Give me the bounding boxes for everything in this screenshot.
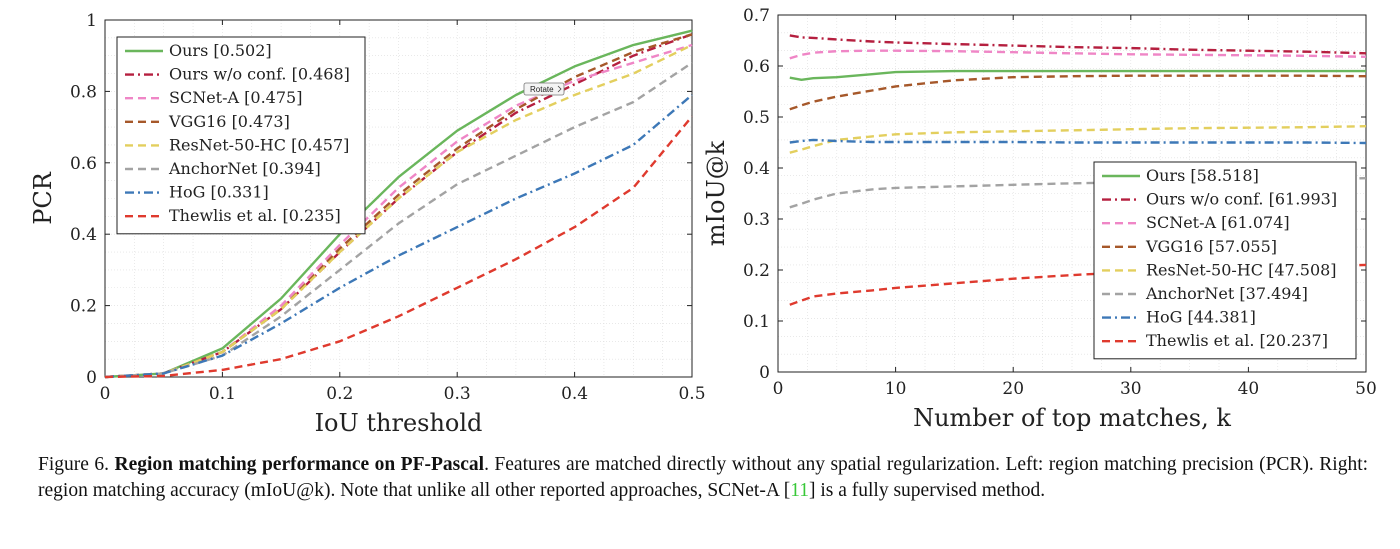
miou-chart: 0 10 20 30 40 50 0 0.1 0.2 0.3 0.4 0.5 0.6 0.7 Number … <box>702 6 1377 432</box>
x-tick-label: 50 <box>1355 379 1377 399</box>
series-line-ours <box>789 69 1366 82</box>
x-tick-label: 0.5 <box>678 384 705 404</box>
caption-title: Region matching performance on PF-Pascal <box>114 454 485 475</box>
legend-label-hog: HoG [44.381] <box>1146 308 1256 327</box>
plot-frame <box>104 19 693 378</box>
x-axis-label: IoU threshold <box>315 409 483 437</box>
y-tick-label: 1 <box>86 11 97 31</box>
y-tick-label: 0.2 <box>70 297 97 317</box>
rotate-tooltip-label: Rotate <box>530 85 554 94</box>
y-tick-label: 0 <box>759 363 770 383</box>
legend-label-vgg16: VGG16 [57.055] <box>1145 237 1277 256</box>
legend-box <box>1093 161 1357 360</box>
pcr-chart: 0 0.1 0.2 0.3 0.4 0.5 0 0.2 0.4 0.6 0.8 1 IoU thresh… <box>29 11 706 437</box>
series-line-resnet-50-hc <box>789 125 1367 154</box>
x-tick-label: 0 <box>100 384 111 404</box>
series-line-ours-w-o-conf <box>789 34 1367 55</box>
series-line-thewlis-et-al <box>104 115 693 379</box>
series-line-anchornet <box>104 61 693 379</box>
y-tick-label: 0.6 <box>70 154 97 174</box>
x-tick-label: 0.2 <box>326 384 353 404</box>
legend-label-ours: Ours [0.502] <box>169 41 272 60</box>
legend-label-resnet-50-hc: ResNet-50-HC [47.508] <box>1146 260 1337 279</box>
figure-caption: Figure 6. Region matching performance on… <box>38 452 1368 504</box>
series-line-anchornet <box>789 177 1367 209</box>
y-tick-label: 0.4 <box>743 159 770 179</box>
x-tick-label: 0 <box>773 379 784 399</box>
y-axis-label: PCR <box>29 171 57 225</box>
series-line-resnet-50-hc <box>104 43 693 379</box>
x-tick-label: 30 <box>1120 379 1142 399</box>
y-tick-label: 0.1 <box>743 312 770 332</box>
legend-label-hog: HoG [0.331] <box>169 183 269 202</box>
series-line-hog <box>104 94 693 379</box>
y-tick-label: 0.6 <box>743 57 770 77</box>
legend-label-thewlis-et-al: Thewlis et al. [0.235] <box>169 206 341 225</box>
series-line-scnet-a <box>789 49 1367 60</box>
y-tick-label: 0.8 <box>70 82 97 102</box>
series-line-ours <box>104 29 693 379</box>
x-tick-label: 40 <box>1238 379 1260 399</box>
y-axis-label: mIoU@k <box>702 140 730 246</box>
caption-text-a: . Features are matched directly without … <box>38 454 1369 501</box>
citation-link[interactable]: 11 <box>790 480 809 501</box>
legend-label-resnet-50-hc: ResNet-50-HC [0.457] <box>169 135 349 154</box>
x-tick-label: 20 <box>1002 379 1024 399</box>
legend: Ours [0.502] Ours w/o conf. [0.468] SCNet-… <box>116 36 366 235</box>
legend-label-anchornet: AnchorNet [0.394] <box>168 159 321 178</box>
y-tick-label: 0.5 <box>743 108 770 128</box>
rotate-tooltip[interactable]: Rotate <box>523 82 565 96</box>
caption-text-b: ] is a fully supervised method. <box>808 480 1046 501</box>
x-tick-label: 0.3 <box>444 384 471 404</box>
legend-label-scnet-a: SCNet-A [0.475] <box>169 88 302 107</box>
y-tick-label: 0.3 <box>743 210 770 230</box>
legend-label-vgg16: VGG16 [0.473] <box>168 112 290 131</box>
legend-label-scnet-a: SCNet-A [61.074] <box>1146 213 1290 232</box>
y-tick-label: 0.4 <box>70 225 97 245</box>
series-line-vgg16 <box>104 33 693 379</box>
y-tick-label: 0.7 <box>743 6 770 26</box>
y-tick-label: 0 <box>86 368 97 388</box>
x-tick-label: 0.4 <box>561 384 588 404</box>
legend-label-ours-w-o-conf: Ours w/o conf. [0.468] <box>169 65 350 84</box>
x-tick-label: 10 <box>885 379 907 399</box>
series-line-hog <box>789 138 1367 145</box>
legend: Ours [58.518] Ours w/o conf. [61.993] SCNe… <box>1093 161 1357 360</box>
series-line-scnet-a <box>104 43 693 379</box>
legend-label-ours-w-o-conf: Ours w/o conf. [61.993] <box>1146 190 1337 209</box>
figure-label: Figure 6. <box>38 454 110 475</box>
legend-label-ours: Ours [58.518] <box>1146 166 1259 185</box>
legend-box <box>116 36 366 235</box>
plot-frame <box>777 14 1367 373</box>
series-line-thewlis-et-al <box>789 263 1367 306</box>
x-tick-label: 0.1 <box>209 384 236 404</box>
x-axis-label: Number of top matches, k <box>913 404 1231 432</box>
legend-label-anchornet: AnchorNet [37.494] <box>1145 284 1308 303</box>
legend-label-thewlis-et-al: Thewlis et al. [20.237] <box>1146 331 1328 350</box>
series-line-vgg16 <box>789 74 1367 111</box>
y-tick-label: 0.2 <box>743 261 770 281</box>
